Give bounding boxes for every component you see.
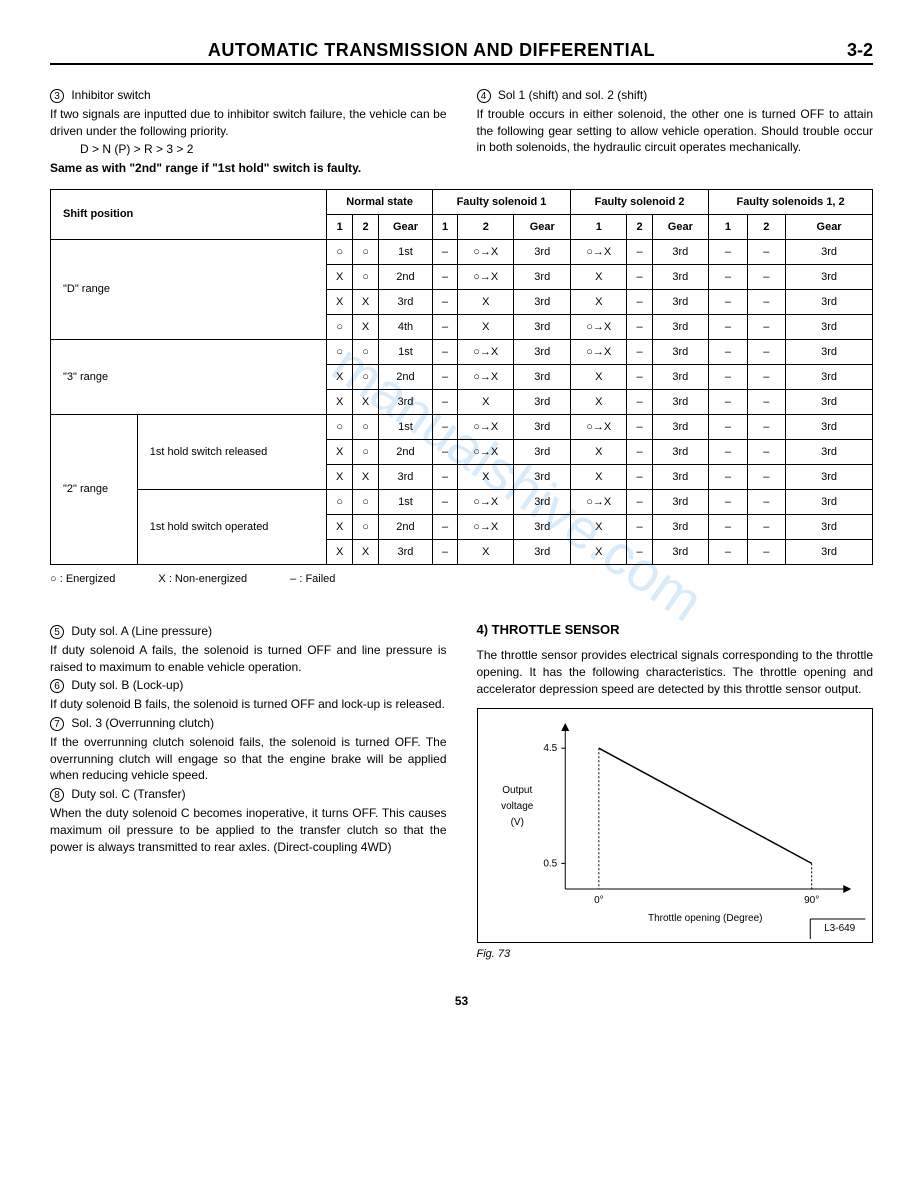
svg-text:(V): (V)	[510, 817, 523, 828]
lower-left: 5 Duty sol. A (Line pressure)If duty sol…	[50, 621, 447, 964]
intro-left: 3 Inhibitor switch If two signals are in…	[50, 85, 447, 179]
legend-failed: – : Failed	[290, 573, 335, 585]
chart-svg: 4.5 0.5 Output voltage (V) 0° 90° Throttle open…	[478, 709, 873, 939]
svg-text:90°: 90°	[804, 895, 819, 906]
svg-text:0°: 0°	[594, 895, 604, 906]
priority-line: D > N (P) > R > 3 > 2	[50, 141, 447, 158]
svg-text:voltage: voltage	[501, 801, 534, 812]
page-title: AUTOMATIC TRANSMISSION AND DIFFERENTIAL	[50, 40, 813, 61]
intro-left-heading: Inhibitor switch	[71, 88, 150, 102]
lower-right: 4) THROTTLE SENSOR The throttle sensor p…	[477, 621, 874, 964]
svg-text:Output: Output	[502, 785, 532, 796]
svg-text:4.5: 4.5	[543, 743, 557, 754]
intro-left-para: If two signals are inputted due to inhib…	[50, 106, 447, 140]
throttle-heading: 4) THROTTLE SENSOR	[477, 621, 874, 639]
page-footer-num: 53	[50, 994, 873, 1008]
throttle-chart: 4.5 0.5 Output voltage (V) 0° 90° Throttle open…	[477, 708, 874, 943]
figure-label: Fig. 73	[477, 947, 874, 962]
table-legend: ○ : Energized X : Non-energized – : Fail…	[50, 573, 873, 585]
intro-right-para: If trouble occurs in either solenoid, th…	[477, 106, 874, 156]
svg-text:L3-649: L3-649	[824, 923, 856, 934]
circled-num-4: 4	[477, 89, 491, 103]
intro-right-heading: Sol 1 (shift) and sol. 2 (shift)	[498, 88, 647, 102]
page-number-header: 3-2	[813, 40, 873, 61]
legend-energized: ○ : Energized	[50, 573, 115, 585]
svg-text:Throttle opening (Degree): Throttle opening (Degree)	[647, 913, 762, 924]
lower-columns: 5 Duty sol. A (Line pressure)If duty sol…	[50, 621, 873, 964]
intro-columns: 3 Inhibitor switch If two signals are in…	[50, 85, 873, 179]
page-header: AUTOMATIC TRANSMISSION AND DIFFERENTIAL …	[50, 40, 873, 65]
legend-nonenergized: X : Non-energized	[158, 573, 247, 585]
intro-left-bold: Same as with "2nd" range if "1st hold" s…	[50, 160, 447, 177]
throttle-para: The throttle sensor provides electrical …	[477, 647, 874, 697]
intro-right: 4 Sol 1 (shift) and sol. 2 (shift) If tr…	[477, 85, 874, 179]
shift-table: Shift positionNormal stateFaulty solenoi…	[50, 189, 873, 565]
circled-num-3: 3	[50, 89, 64, 103]
svg-text:0.5: 0.5	[543, 858, 557, 869]
